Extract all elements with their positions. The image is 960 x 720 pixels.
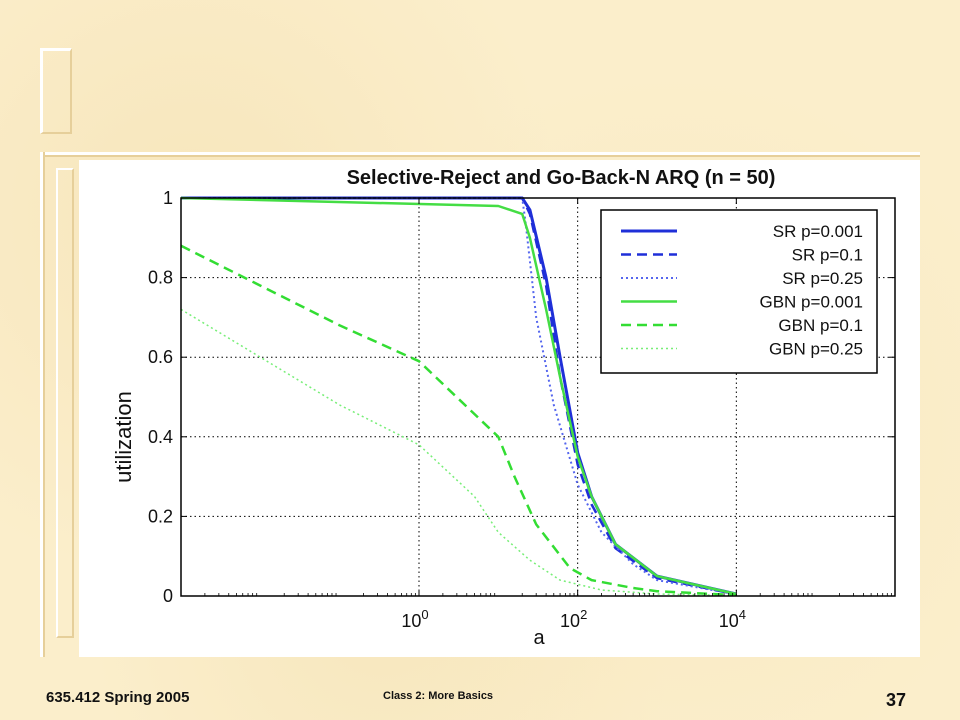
x-tick-label: 100 — [401, 607, 428, 631]
y-tick-label: 0.4 — [148, 427, 173, 447]
series-line — [180, 244, 737, 597]
y-tick-label: 0.8 — [148, 268, 173, 288]
x-tick-exponent: 0 — [421, 607, 428, 622]
plot-border — [180, 197, 896, 597]
course-label: 635.412 Spring 2005 — [46, 689, 190, 706]
series-lines — [180, 196, 737, 597]
slide-frame-top-line — [40, 152, 920, 155]
legend-label: SR p=0.001 — [773, 222, 863, 241]
legend-label: SR p=0.25 — [782, 269, 863, 288]
slide-decoration-bar — [40, 48, 72, 134]
chart-title: Selective-Reject and Go-Back-N ARQ (n = … — [347, 167, 776, 189]
legend-label: GBN p=0.1 — [778, 316, 863, 335]
x-tick-exponent: 4 — [739, 607, 746, 622]
series-line — [181, 197, 737, 596]
x-tick-exponent: 2 — [580, 607, 587, 622]
chart-container: Selective-Reject and Go-Back-N ARQ (n = … — [79, 160, 920, 657]
x-tick-label: 104 — [719, 607, 746, 631]
arq-utilization-chart: Selective-Reject and Go-Back-N ARQ (n = … — [111, 167, 896, 649]
y-tick-label: 0.2 — [148, 506, 173, 526]
x-tick-base: 10 — [719, 611, 739, 631]
y-tick-label: 1 — [163, 188, 173, 208]
page-number: 37 — [886, 690, 907, 710]
slide-inner-bar — [56, 168, 74, 638]
legend: SR p=0.001 SR p=0.1 SR p=0.25 GBN p=0.001 GB… — [600, 209, 878, 374]
legend-box — [600, 209, 878, 374]
x-tick-base: 10 — [401, 611, 421, 631]
y-tick-label: 0 — [163, 586, 173, 606]
class-label: Class 2: More Basics — [383, 690, 494, 702]
slide-frame-left-line — [40, 152, 43, 657]
y-tick-label: 0.6 — [148, 347, 173, 367]
legend-label: SR p=0.1 — [792, 246, 863, 265]
legend-label: GBN p=0.001 — [760, 293, 864, 312]
legend-label: GBN p=0.25 — [769, 340, 863, 359]
y-axis-label: utilization — [111, 391, 136, 483]
x-tick-label: 102 — [560, 607, 587, 631]
x-axis-label: a — [533, 627, 545, 649]
x-tick-base: 10 — [560, 611, 580, 631]
series-line — [180, 196, 737, 596]
